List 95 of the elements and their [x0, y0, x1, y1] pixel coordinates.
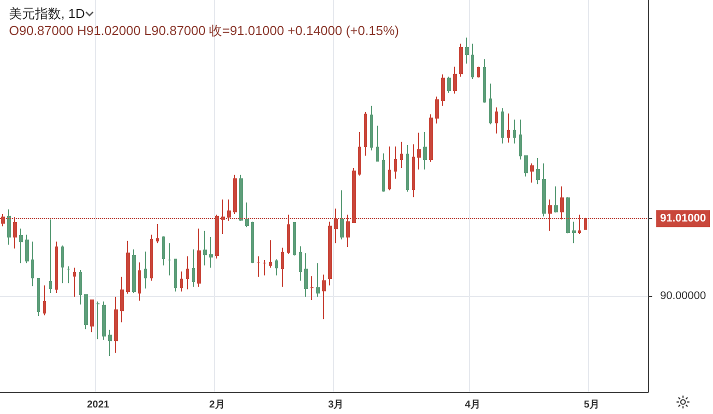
x-tick-label: 5月 [584, 400, 600, 410]
candlestick [84, 294, 88, 330]
candlestick [150, 234, 153, 282]
x-tick-label: 2021 [87, 400, 110, 410]
candlestick [435, 96, 439, 124]
candlestick [79, 270, 82, 306]
candlestick [49, 218, 52, 294]
candlestick [120, 276, 124, 323]
text: O90.87000 H91.02000 L90.87000 收=91.01000 +0.14000 (+0.15%) [9, 23, 399, 38]
candlestick [37, 278, 40, 317]
candlestick [174, 258, 177, 292]
candlestick [203, 230, 207, 266]
candlestick [263, 260, 266, 276]
candlestick [483, 58, 486, 104]
candlestick [275, 258, 278, 276]
candlestick [471, 43, 474, 80]
candlestick [132, 248, 136, 294]
text: 美元指数, 1D [9, 6, 85, 21]
candlestick [370, 105, 373, 151]
candlestick [328, 221, 332, 286]
candlestick [233, 174, 237, 215]
candlestick [19, 228, 23, 264]
candlestick [542, 162, 546, 217]
candlestick [96, 300, 100, 340]
candlestick [417, 132, 421, 170]
candlestick [459, 43, 463, 78]
candlestick [90, 299, 94, 333]
candlestick [61, 244, 64, 284]
candlestick [364, 112, 367, 156]
candlestick [304, 252, 308, 298]
x-tick-label: 4月 [464, 400, 480, 410]
candlestick [429, 114, 433, 162]
candlestick [530, 162, 534, 184]
candlestick [31, 241, 34, 287]
candlestick [322, 274, 326, 320]
candlestick [477, 66, 480, 78]
candlestick [453, 66, 457, 94]
candlestick [67, 266, 70, 284]
candlestick [554, 186, 558, 213]
candlestick [358, 131, 361, 176]
candlestick [513, 119, 516, 144]
candlestick [406, 144, 409, 192]
candlestick [239, 174, 243, 222]
candlestick [269, 240, 272, 268]
candlestick [209, 236, 213, 268]
candlestick [400, 141, 403, 168]
candlestick [168, 242, 171, 276]
candlestick [245, 202, 249, 228]
candlestick [572, 221, 576, 244]
y-tick-label: 91.01000 [660, 212, 706, 225]
candlestick [388, 146, 391, 191]
candlestick [299, 246, 302, 282]
candlestick [536, 158, 540, 185]
x-tick-label: 3月 [328, 400, 344, 410]
candlestick [180, 271, 183, 292]
candlestick [394, 146, 397, 180]
candlestick [316, 262, 320, 298]
candlestick [489, 83, 492, 125]
candlestick [447, 76, 451, 94]
candlestick [25, 234, 29, 264]
candlestick [507, 113, 510, 144]
x-tick-label: 2月 [209, 400, 225, 410]
candlestick [382, 152, 385, 192]
candlestick [43, 284, 46, 316]
candlestick [144, 251, 147, 289]
y-tick-label: 90.00000 [660, 290, 706, 302]
candlestick [186, 256, 189, 290]
candlestick [293, 222, 296, 256]
candlestick [524, 155, 528, 177]
candlestick [519, 119, 522, 160]
candlestick [495, 106, 498, 134]
candlestick [55, 241, 58, 294]
candlestick [102, 300, 106, 340]
candlestick [310, 276, 314, 300]
candlestick [340, 190, 344, 240]
candlestick [281, 247, 284, 288]
candlestick [197, 228, 201, 288]
candlestick [73, 267, 76, 298]
candlestick [423, 131, 427, 170]
candlestick [156, 224, 159, 244]
candlestick [566, 196, 570, 234]
candlestick [376, 125, 379, 162]
candlestick [114, 296, 118, 354]
candlestick [126, 240, 130, 294]
candlestick [192, 248, 195, 288]
candlestick [162, 236, 165, 266]
candlestick [465, 37, 469, 64]
candlestick [251, 221, 254, 264]
candlestick [501, 108, 504, 144]
candlestick [441, 74, 445, 106]
candlestick [7, 208, 11, 246]
candlestick [138, 262, 141, 302]
candlestick [108, 329, 112, 356]
candlestick [257, 256, 260, 278]
candlestick [412, 144, 415, 198]
